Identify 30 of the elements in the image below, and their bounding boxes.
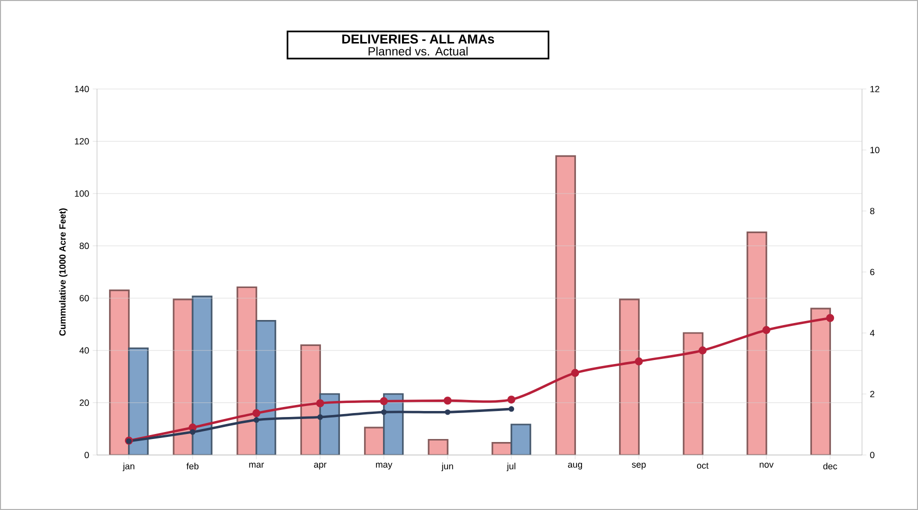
y2-tick-label: 8	[870, 208, 874, 214]
y-tick-label: 80	[80, 242, 89, 250]
y-tick-label: 100	[74, 190, 89, 197]
x-tick-label: jun	[441, 462, 454, 472]
y2-tick-label: 2	[870, 390, 874, 398]
x-tick-label: jul	[506, 462, 516, 472]
y-tick-label: 140	[74, 86, 89, 92]
x-tick-label: may	[376, 462, 392, 470]
x-tick-label: feb	[186, 462, 198, 470]
y-tick-label: 0	[84, 452, 89, 458]
x-tick-label: sep	[632, 462, 646, 470]
y2-tick-label: 4	[870, 330, 874, 336]
y-tick-label: 40	[79, 347, 89, 354]
y-tick-label: 20	[80, 400, 89, 406]
x-tick-label: mar	[249, 462, 264, 468]
y2-tick-label: 12	[870, 86, 880, 92]
x-tick-label: dec	[823, 462, 838, 470]
x-tick-label: aug	[568, 462, 582, 470]
y-tick-label: 120	[74, 138, 89, 144]
y-tick-label: 60	[80, 294, 89, 302]
chart-title: DELIVERIES - ALL AMAs	[342, 34, 494, 44]
x-tick-label: apr	[314, 462, 326, 470]
x-tick-label: nov	[760, 462, 774, 468]
x-tick-label: jan	[122, 462, 134, 472]
y2-tick-label: 0	[870, 452, 874, 458]
chart-subtitle: Planned vs. Actual	[368, 46, 468, 56]
y-axis-title: Cummulative (1000 Acre Feet)	[59, 208, 68, 336]
y2-tick-label: 10	[870, 146, 880, 154]
y2-tick-label: 6	[870, 268, 874, 276]
x-tick-label: oct	[697, 462, 709, 469]
